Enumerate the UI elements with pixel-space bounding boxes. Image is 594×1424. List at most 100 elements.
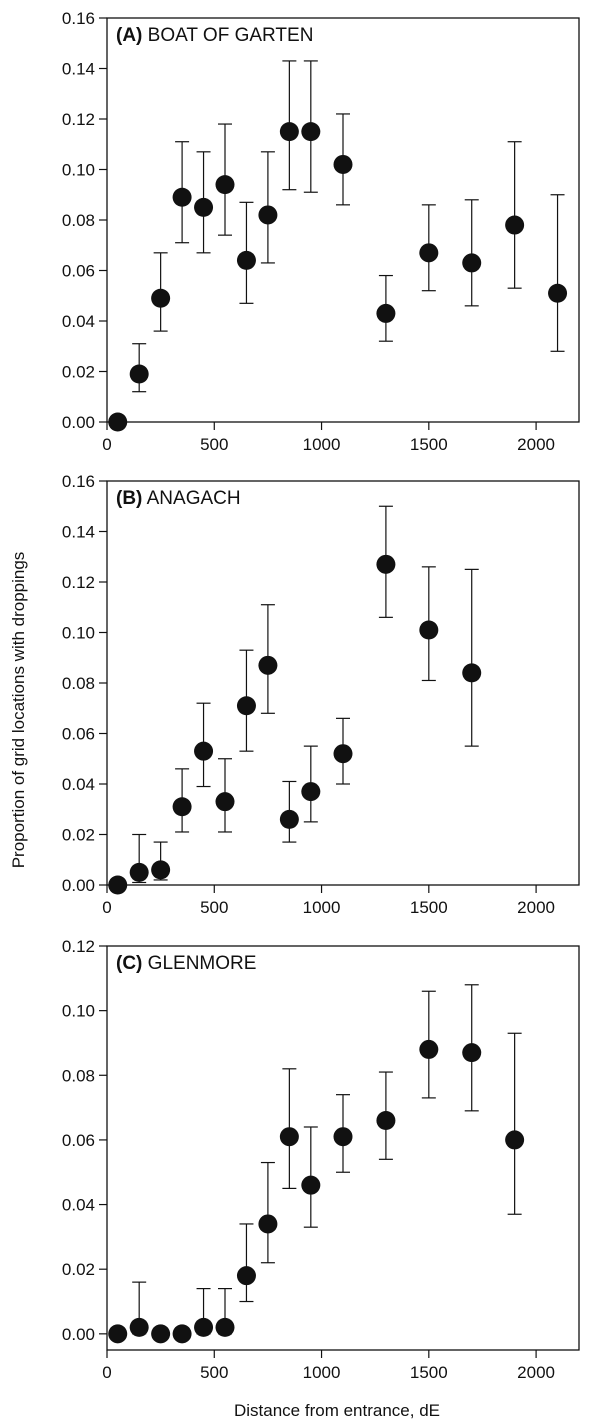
x-tick-label: 1000 — [303, 1363, 341, 1382]
data-point — [419, 243, 439, 263]
data-point — [279, 122, 299, 142]
x-tick-label: 1500 — [410, 435, 448, 454]
y-tick-label: 0.10 — [62, 624, 95, 643]
x-tick-label: 0 — [102, 1363, 111, 1382]
error-bar — [507, 141, 522, 289]
x-tick-label: 500 — [200, 1363, 228, 1382]
data-point — [215, 792, 235, 812]
data-point — [505, 1130, 525, 1150]
data-point — [258, 205, 278, 225]
y-tick-label: 0.12 — [62, 573, 95, 592]
data-point — [333, 1127, 353, 1147]
x-tick-label: 0 — [102, 435, 111, 454]
error-bar — [464, 199, 479, 307]
y-tick-label: 0.00 — [62, 413, 95, 432]
y-tick-label: 0.04 — [62, 312, 95, 331]
data-point — [236, 696, 256, 716]
data-point — [301, 122, 321, 142]
data-point — [236, 250, 256, 270]
y-tick-label: 0.08 — [62, 674, 95, 693]
y-tick-label: 0.14 — [62, 523, 95, 542]
data-point — [333, 154, 353, 174]
y-axis-title: Proportion of grid locations with droppi… — [9, 552, 28, 869]
error-bar — [507, 1032, 522, 1215]
panel-label: (A) BOAT OF GARTEN — [116, 25, 313, 46]
data-point — [129, 364, 149, 384]
data-point — [258, 1214, 278, 1234]
plot-frame — [106, 945, 580, 1351]
error-bar — [464, 568, 479, 747]
y-tick-label: 0.02 — [62, 826, 95, 845]
y-tick-label: 0.06 — [62, 1131, 95, 1150]
y-tick-label: 0.16 — [62, 9, 95, 28]
y-tick-label: 0.00 — [62, 876, 95, 895]
x-tick-label: 1000 — [303, 435, 341, 454]
data-point — [419, 620, 439, 640]
data-point — [301, 782, 321, 802]
data-point — [215, 1317, 235, 1337]
y-tick-label: 0.02 — [62, 1260, 95, 1279]
data-point — [301, 1175, 321, 1195]
error-bar — [550, 194, 565, 352]
y-tick-label: 0.08 — [62, 1066, 95, 1085]
panel-b: 0.00 0.02 0.04 0.06 0.08 0.10 0.12 0.14 0.16 0 500… — [62, 472, 580, 917]
data-point — [129, 1317, 149, 1337]
data-point — [462, 253, 482, 273]
panel-a: 0.00 0.02 0.04 0.06 0.08 0.10 0.12 0.14 0.16 0 500… — [62, 9, 580, 454]
data-point — [258, 655, 278, 675]
data-point — [462, 663, 482, 683]
data-point — [194, 741, 214, 761]
data-point — [505, 215, 525, 235]
data-point — [376, 303, 396, 323]
data-point — [172, 187, 192, 207]
plot-frame — [106, 480, 580, 886]
data-point — [376, 1111, 396, 1131]
data-point — [236, 1266, 256, 1286]
y-tick-label: 0.04 — [62, 775, 95, 794]
y-tick-label: 0.12 — [62, 110, 95, 129]
x-axis-title: Distance from entrance, dE — [234, 1401, 440, 1420]
y-tick-label: 0.16 — [62, 472, 95, 491]
y-tick-label: 0.10 — [62, 1002, 95, 1021]
data-point — [108, 875, 128, 895]
y-tick-label: 0.12 — [62, 937, 95, 956]
data-point — [151, 288, 171, 308]
data-point — [194, 1317, 214, 1337]
x-tick-label: 2000 — [517, 1363, 555, 1382]
data-point — [172, 1324, 192, 1344]
x-tick-label: 500 — [200, 435, 228, 454]
data-point — [215, 175, 235, 195]
data-point — [151, 1324, 171, 1344]
data-point — [172, 797, 192, 817]
x-tick-label: 1500 — [410, 898, 448, 917]
data-point — [462, 1043, 482, 1063]
panel-label: (C) GLENMORE — [116, 953, 256, 974]
data-point — [194, 197, 214, 217]
x-tick-label: 1000 — [303, 898, 341, 917]
x-tick-label: 2000 — [517, 435, 555, 454]
error-bar — [260, 1161, 275, 1264]
panel-label: (B) ANAGACH — [116, 488, 241, 509]
data-point — [279, 1127, 299, 1147]
error-bar — [239, 1223, 254, 1303]
y-tick-label: 0.04 — [62, 1196, 95, 1215]
y-tick-label: 0.06 — [62, 725, 95, 744]
y-tick-label: 0.08 — [62, 211, 95, 230]
panel-c: 0.00 0.02 0.04 0.06 0.08 0.10 0.12 0 500 1000 1500… — [62, 937, 580, 1382]
y-tick-label: 0.14 — [62, 60, 95, 79]
x-tick-label: 500 — [200, 898, 228, 917]
data-point — [108, 1324, 128, 1344]
x-tick-label: 2000 — [517, 898, 555, 917]
data-point — [548, 283, 568, 303]
y-tick-label: 0.00 — [62, 1325, 95, 1344]
y-tick-label: 0.06 — [62, 262, 95, 281]
data-point — [129, 862, 149, 882]
data-point — [108, 412, 128, 432]
y-tick-label: 0.02 — [62, 363, 95, 382]
data-point — [279, 809, 299, 829]
data-point — [376, 554, 396, 574]
data-point — [419, 1039, 439, 1059]
x-tick-label: 1500 — [410, 1363, 448, 1382]
data-point — [151, 860, 171, 880]
